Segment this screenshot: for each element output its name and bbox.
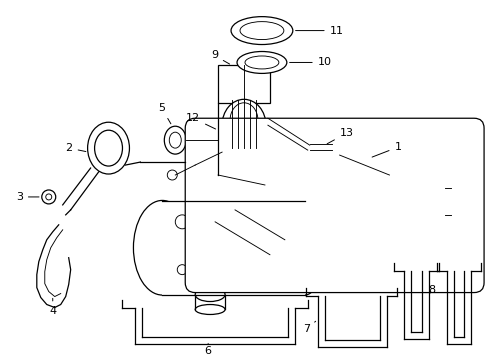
Ellipse shape: [175, 215, 189, 229]
Text: 10: 10: [290, 58, 332, 67]
FancyBboxPatch shape: [185, 118, 484, 293]
Ellipse shape: [285, 201, 325, 295]
Text: 11: 11: [295, 26, 343, 36]
Text: 12: 12: [186, 113, 216, 129]
Ellipse shape: [88, 122, 129, 174]
Bar: [439, 175, 457, 227]
Bar: [248, 190, 298, 210]
Ellipse shape: [412, 187, 417, 193]
Bar: [218, 66, 270, 103]
Bar: [222, 148, 266, 158]
Ellipse shape: [177, 265, 187, 275]
Ellipse shape: [222, 99, 266, 151]
Ellipse shape: [240, 22, 284, 40]
Ellipse shape: [259, 185, 287, 195]
Ellipse shape: [95, 130, 122, 166]
Ellipse shape: [167, 170, 177, 180]
Text: 4: 4: [49, 298, 56, 316]
Ellipse shape: [42, 190, 56, 204]
Text: 2: 2: [66, 143, 86, 153]
Ellipse shape: [245, 56, 279, 69]
Ellipse shape: [237, 51, 287, 73]
Ellipse shape: [164, 126, 186, 154]
Ellipse shape: [169, 132, 181, 148]
Text: 8: 8: [428, 284, 435, 294]
Text: 6: 6: [205, 343, 212, 356]
Ellipse shape: [133, 201, 191, 295]
Text: 1: 1: [372, 142, 401, 157]
Bar: [162, 201, 305, 294]
Ellipse shape: [253, 182, 293, 198]
Text: 5: 5: [158, 103, 171, 124]
Ellipse shape: [195, 288, 225, 302]
Text: 7: 7: [303, 321, 316, 334]
Text: 9: 9: [211, 50, 230, 64]
Ellipse shape: [263, 182, 273, 190]
Ellipse shape: [230, 103, 258, 138]
Text: 3: 3: [16, 192, 39, 202]
Ellipse shape: [195, 305, 225, 315]
Ellipse shape: [231, 17, 293, 45]
Text: 13: 13: [327, 128, 354, 144]
Bar: [310, 140, 332, 154]
Ellipse shape: [46, 194, 52, 200]
